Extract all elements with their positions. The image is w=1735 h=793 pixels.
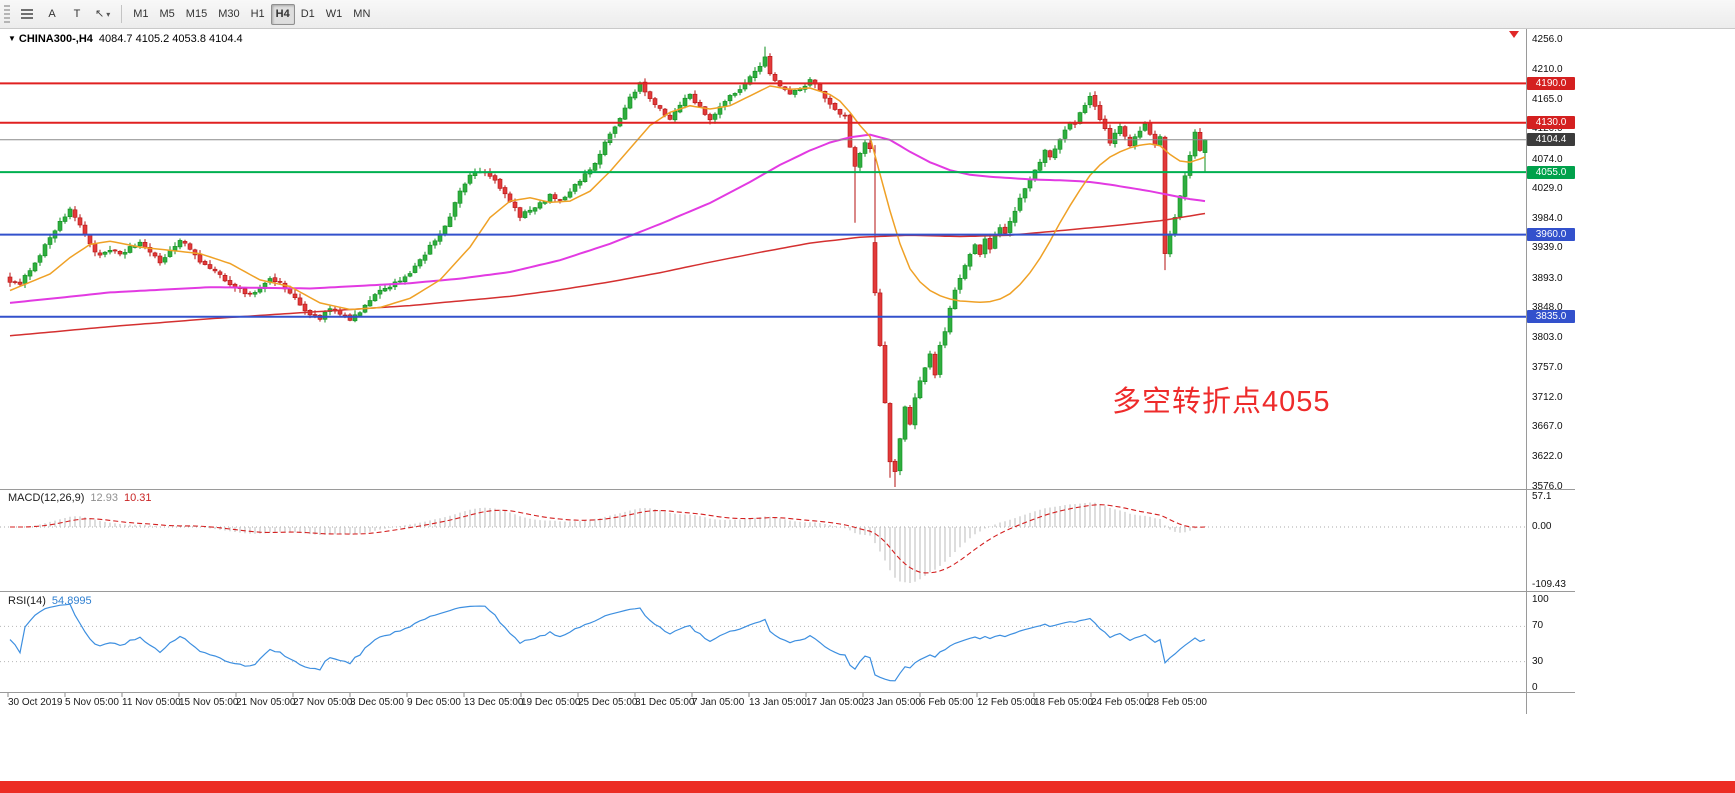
- chevron-down-icon: ▾: [106, 9, 111, 19]
- macd-axis-label: 0.00: [1532, 521, 1552, 532]
- rsi-axis-label: 70: [1532, 620, 1544, 631]
- macd-histogram: [19, 502, 1206, 583]
- chart-canvas[interactable]: [0, 28, 1735, 715]
- time-axis[interactable]: 30 Oct 2019 5 Nov 05:00 11 Nov 05:00 15 Nov…: [0, 693, 1575, 715]
- price-axis-label: 3712.0: [1532, 392, 1563, 403]
- timeframe-button-mn[interactable]: MN: [348, 4, 375, 25]
- price-axis-label: 3576.0: [1532, 481, 1563, 492]
- macd-indicator-label: MACD(12,26,9) 12.93 10.31: [8, 492, 151, 504]
- time-axis-label: 15 Nov 05:00: [179, 697, 239, 708]
- time-axis-label: 7 Jan 05:00: [692, 697, 745, 708]
- toolbar-separator: [121, 5, 123, 23]
- time-axis-label: 21 Nov 05:00: [236, 697, 296, 708]
- timeframe-button-h1[interactable]: H1: [246, 4, 270, 25]
- timeframe-button-m30[interactable]: M30: [213, 4, 244, 25]
- price-axis-label: 4165.0: [1532, 94, 1563, 105]
- timeframe-button-w1[interactable]: W1: [321, 4, 348, 25]
- bottom-red-strip: [0, 781, 1735, 793]
- price-axis-label: 4256.0: [1532, 34, 1563, 45]
- timeframe-button-d1[interactable]: D1: [296, 4, 320, 25]
- time-axis-label: 28 Feb 05:00: [1148, 697, 1207, 708]
- ma-fast: [9, 85, 1206, 311]
- time-axis-label: 18 Feb 05:00: [1034, 697, 1093, 708]
- time-axis-label: 13 Jan 05:00: [749, 697, 807, 708]
- macd-axis-label: -109.43: [1532, 579, 1566, 590]
- time-axis-label: 12 Feb 05:00: [977, 697, 1036, 708]
- time-axis-label: 31 Dec 05:00: [635, 697, 695, 708]
- rsi-indicator-label: RSI(14) 54.8995: [8, 595, 92, 607]
- time-axis-label: 13 Dec 05:00: [464, 697, 524, 708]
- toolbar: A T ↖ ▾ M1 M5 M15 M30 H1 H4 D1 W1 MN: [0, 0, 1735, 29]
- price-tag-3960.0: 3960.0: [1527, 228, 1575, 241]
- rsi-axis-label: 30: [1532, 656, 1544, 667]
- price-axis-label: 3848.0: [1532, 302, 1563, 313]
- text-tool-button[interactable]: T: [65, 4, 89, 25]
- drawing-tool-dropdown[interactable]: ↖ ▾: [90, 4, 115, 25]
- chart-annotation-text: 多空转折点4055: [1112, 386, 1331, 418]
- macd-name: MACD(12,26,9): [8, 492, 85, 504]
- macd-main-value: 12.93: [90, 492, 118, 504]
- arrow-shape-icon: ↖: [95, 7, 105, 20]
- scroll-marker-icon: [1509, 31, 1519, 38]
- price-tag-4104.4: 4104.4: [1527, 133, 1575, 146]
- time-axis-label: 17 Jan 05:00: [806, 697, 864, 708]
- price-axis-label: 4029.0: [1532, 183, 1563, 194]
- timeframe-button-m5[interactable]: M5: [155, 4, 180, 25]
- collapse-arrow-icon[interactable]: ▼: [8, 34, 16, 43]
- timeframe-button-m15[interactable]: M15: [181, 4, 212, 25]
- price-tag-3835.0: 3835.0: [1527, 310, 1575, 323]
- rsi-line: [9, 603, 1206, 682]
- rsi-axis-label: 0: [1532, 682, 1538, 693]
- macd-axis-label: 57.1: [1532, 491, 1552, 502]
- ohlc-values: 4084.7 4105.2 4053.8 4104.4: [98, 33, 243, 45]
- price-axis-label: 3622.0: [1532, 451, 1563, 462]
- toolbar-grip[interactable]: [4, 5, 10, 23]
- macd-signal-value: 10.31: [123, 492, 152, 504]
- time-axis-label: 9 Dec 05:00: [407, 697, 461, 708]
- price-tag-4190.0: 4190.0: [1527, 77, 1575, 90]
- price-axis-label: 3939.0: [1532, 242, 1563, 253]
- symbol-label: CHINA300-,H4: [18, 33, 93, 45]
- timeframe-button-m1[interactable]: M1: [128, 4, 153, 25]
- price-tag-4055.0: 4055.0: [1527, 166, 1575, 179]
- time-axis-label: 24 Feb 05:00: [1091, 697, 1150, 708]
- time-axis-label: 6 Feb 05:00: [920, 697, 974, 708]
- rsi-value: 54.8995: [51, 595, 92, 607]
- price-axis-label: 4210.0: [1532, 64, 1563, 75]
- symbol-ohlc-line: ▼ CHINA300-,H4 4084.7 4105.2 4053.8 4104.4: [8, 33, 243, 45]
- rsi-name: RSI(14): [8, 595, 46, 607]
- objects-list-button[interactable]: [15, 4, 39, 25]
- price-axis-label: 3667.0: [1532, 421, 1563, 432]
- text-label-button[interactable]: A: [40, 4, 64, 25]
- price-axis-label: 3803.0: [1532, 332, 1563, 343]
- time-axis-label: 5 Nov 05:00: [65, 697, 119, 708]
- time-axis-label: 11 Nov 05:00: [122, 697, 181, 708]
- time-axis-label: 25 Dec 05:00: [578, 697, 638, 708]
- macd-signal-line: [10, 504, 1206, 574]
- price-axis[interactable]: 4256.04210.04165.04120.04074.04029.03984…: [1527, 28, 1602, 715]
- time-axis-label: 3 Dec 05:00: [350, 697, 404, 708]
- time-axis-label: 19 Dec 05:00: [521, 697, 581, 708]
- price-axis-label: 3984.0: [1532, 213, 1563, 224]
- price-axis-label: 4074.0: [1532, 154, 1563, 165]
- time-axis-label: 23 Jan 05:00: [863, 697, 921, 708]
- price-axis-label: 3893.0: [1532, 273, 1563, 284]
- list-icon: [21, 9, 33, 19]
- timeframe-button-h4[interactable]: H4: [270, 3, 295, 25]
- rsi-axis-label: 100: [1532, 594, 1549, 605]
- candlesticks: [7, 46, 1208, 487]
- price-tag-4130.0: 4130.0: [1527, 116, 1575, 129]
- timeframe-group: M1 M5 M15 M30 H1 H4 D1 W1 MN: [128, 3, 375, 25]
- time-axis-label: 30 Oct 2019: [8, 697, 63, 708]
- price-axis-label: 3757.0: [1532, 362, 1563, 373]
- ma-mid: [9, 133, 1206, 304]
- time-axis-label: 27 Nov 05:00: [293, 697, 353, 708]
